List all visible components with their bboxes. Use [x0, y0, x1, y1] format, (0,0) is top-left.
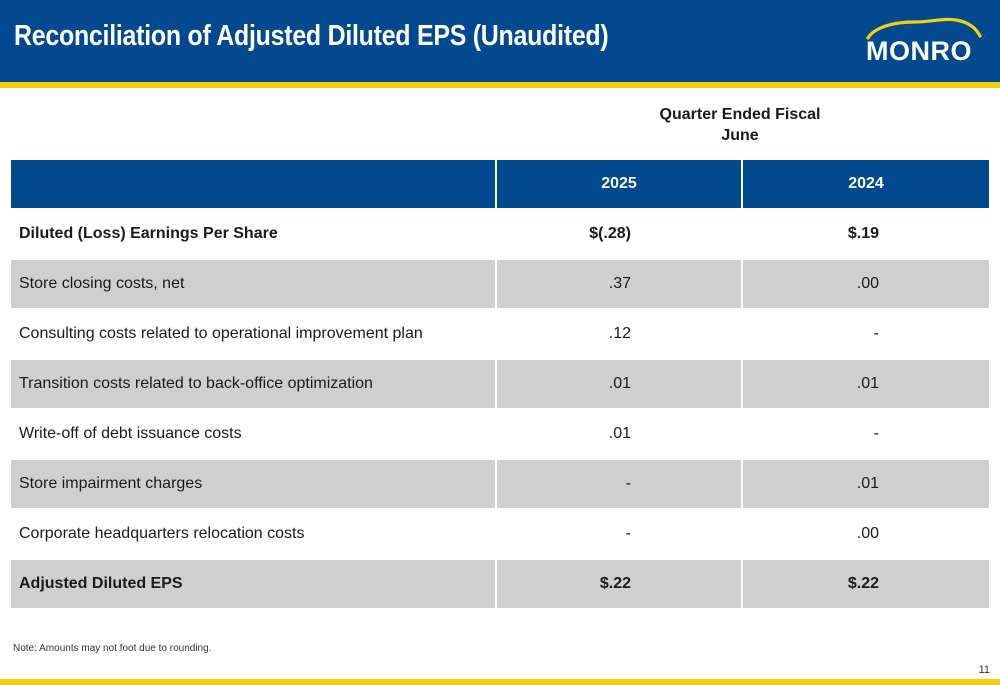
- page-number: 11: [978, 664, 990, 676]
- table-row: Corporate headquarters relocation costs …: [11, 508, 989, 559]
- table-row: Adjusted Diluted EPS $.22 $.22: [11, 558, 989, 608]
- row-label: Store closing costs, net: [11, 258, 497, 309]
- value-2024: -: [742, 408, 989, 459]
- value-2025: .37: [496, 258, 743, 309]
- table-row: Store closing costs, net .37 .00: [11, 258, 989, 309]
- column-header-2024: 2024: [742, 160, 989, 209]
- value-2025: $.22: [496, 558, 743, 608]
- period-header-line1: Quarter Ended Fiscal: [659, 106, 821, 123]
- slide-title: Reconciliation of Adjusted Diluted EPS (…: [14, 20, 609, 52]
- value-2024: $.19: [742, 208, 989, 259]
- footer-accent-stripe: [0, 679, 1000, 685]
- value-2025: $(.28): [496, 208, 743, 259]
- row-label: Write-off of debt issuance costs: [11, 408, 497, 459]
- row-label: Consulting costs related to operational …: [11, 308, 497, 359]
- column-header-2025: 2025: [496, 160, 743, 209]
- value-2024: $.22: [742, 558, 989, 608]
- eps-reconciliation-table: 2025 2024 Diluted (Loss) Earnings Per Sh…: [11, 160, 989, 608]
- row-label: Adjusted Diluted EPS: [11, 558, 497, 608]
- value-2024: .00: [742, 508, 989, 559]
- monro-logo: MONRO: [860, 14, 985, 70]
- table-row: Write-off of debt issuance costs .01 -: [11, 408, 989, 459]
- footnote: Note: Amounts may not foot due to roundi…: [13, 643, 212, 654]
- header-bar: [0, 0, 1000, 82]
- table-row: Transition costs related to back-office …: [11, 358, 989, 409]
- value-2025: .01: [496, 358, 743, 409]
- value-2025: .01: [496, 408, 743, 459]
- row-label: Corporate headquarters relocation costs: [11, 508, 497, 559]
- value-2024: .01: [742, 458, 989, 509]
- value-2024: .00: [742, 258, 989, 309]
- column-header-label: [11, 160, 497, 209]
- car-silhouette-icon: [866, 17, 982, 40]
- value-2025: .12: [496, 308, 743, 359]
- value-2024: -: [742, 308, 989, 359]
- period-header: Quarter Ended Fiscal June: [620, 104, 860, 146]
- table-header-row: 2025 2024: [11, 160, 989, 209]
- header-accent-stripe: [0, 82, 1000, 88]
- table-row: Store impairment charges - .01: [11, 458, 989, 509]
- value-2025: -: [496, 458, 743, 509]
- row-label: Transition costs related to back-office …: [11, 358, 497, 409]
- period-header-line2: June: [721, 127, 759, 144]
- value-2025: -: [496, 508, 743, 559]
- value-2024: .01: [742, 358, 989, 409]
- row-label: Diluted (Loss) Earnings Per Share: [11, 208, 497, 259]
- table-row: Consulting costs related to operational …: [11, 308, 989, 359]
- table-row: Diluted (Loss) Earnings Per Share $(.28)…: [11, 208, 989, 259]
- logo-wordmark: MONRO: [866, 36, 972, 66]
- row-label: Store impairment charges: [11, 458, 497, 509]
